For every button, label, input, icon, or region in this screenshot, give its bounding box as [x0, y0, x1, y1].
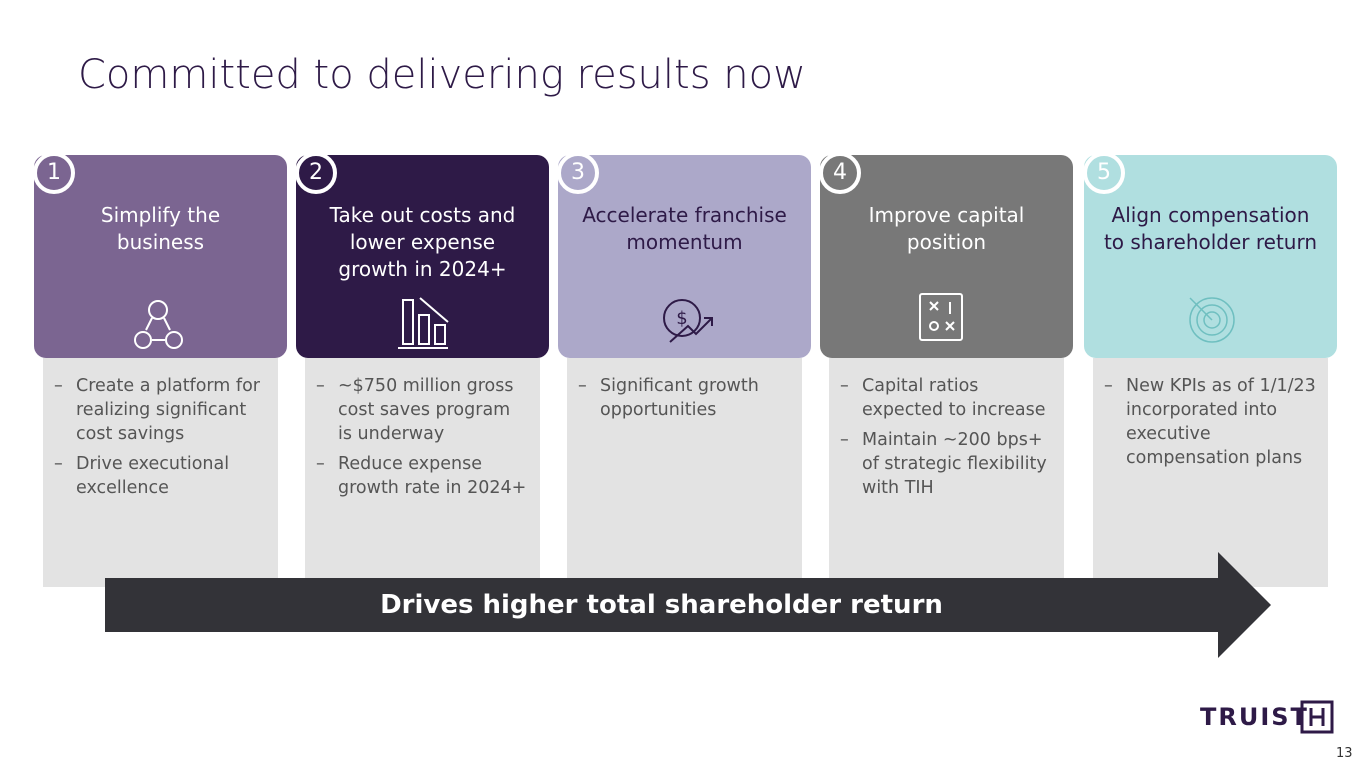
- card-number: 3: [557, 152, 599, 194]
- heading-line: position: [906, 230, 987, 254]
- heading-line: lower expense: [349, 230, 496, 254]
- page-number: 13: [1336, 746, 1353, 761]
- card-heading: Take out costs and lower expense growth in…: [296, 202, 549, 283]
- card-header: [1084, 155, 1337, 358]
- bullet-list: Create a platform for realizing signific…: [46, 374, 266, 506]
- heading-line: business: [116, 230, 205, 254]
- heading-line: to shareholder return: [1103, 230, 1318, 254]
- card-heading: Improve capital position: [820, 202, 1073, 256]
- heading-line: Take out costs and: [329, 203, 516, 227]
- heading-line: momentum: [626, 230, 743, 254]
- bullet: Drive executional excellence: [46, 452, 266, 500]
- card-heading: Accelerate franchise momentum: [558, 202, 811, 256]
- bullet-list: ~$750 million gross cost saves program i…: [308, 374, 528, 506]
- bullet-list: New KPIs as of 1/1/23 incorporated into …: [1096, 374, 1316, 476]
- bullet: Reduce expense growth rate in 2024+: [308, 452, 528, 500]
- bullet: New KPIs as of 1/1/23 incorporated into …: [1096, 374, 1316, 470]
- bullet: ~$750 million gross cost saves program i…: [308, 374, 528, 446]
- logo: TRUIST: [1200, 703, 1309, 731]
- heading-line: Align compensation: [1111, 203, 1310, 227]
- bullet: Maintain ~200 bps+ of strategic flexibil…: [832, 428, 1052, 500]
- heading-line: Improve capital: [868, 203, 1025, 227]
- bullet: Create a platform for realizing signific…: [46, 374, 266, 446]
- slide-title: Committed to delivering results now: [78, 52, 806, 98]
- bullet-list: Capital ratios expected to increase Maint…: [832, 374, 1052, 506]
- card-header: [34, 155, 287, 358]
- arrow-label: Drives higher total shareholder return: [380, 590, 943, 620]
- bullet: Significant growth opportunities: [570, 374, 790, 422]
- card-number: 2: [295, 152, 337, 194]
- heading-line: growth in 2024+: [338, 257, 507, 281]
- card-heading: Align compensation to shareholder return: [1084, 202, 1337, 256]
- card-heading: Simplify the business: [34, 202, 287, 256]
- card-number: 5: [1083, 152, 1125, 194]
- card-header: [820, 155, 1073, 358]
- card-header: [558, 155, 811, 358]
- heading-line: Accelerate franchise: [582, 203, 787, 227]
- heading-line: Simplify the: [100, 203, 221, 227]
- bullet: Capital ratios expected to increase: [832, 374, 1052, 422]
- bullet-list: Significant growth opportunities: [570, 374, 790, 428]
- card-number: 1: [33, 152, 75, 194]
- card-number: 4: [819, 152, 861, 194]
